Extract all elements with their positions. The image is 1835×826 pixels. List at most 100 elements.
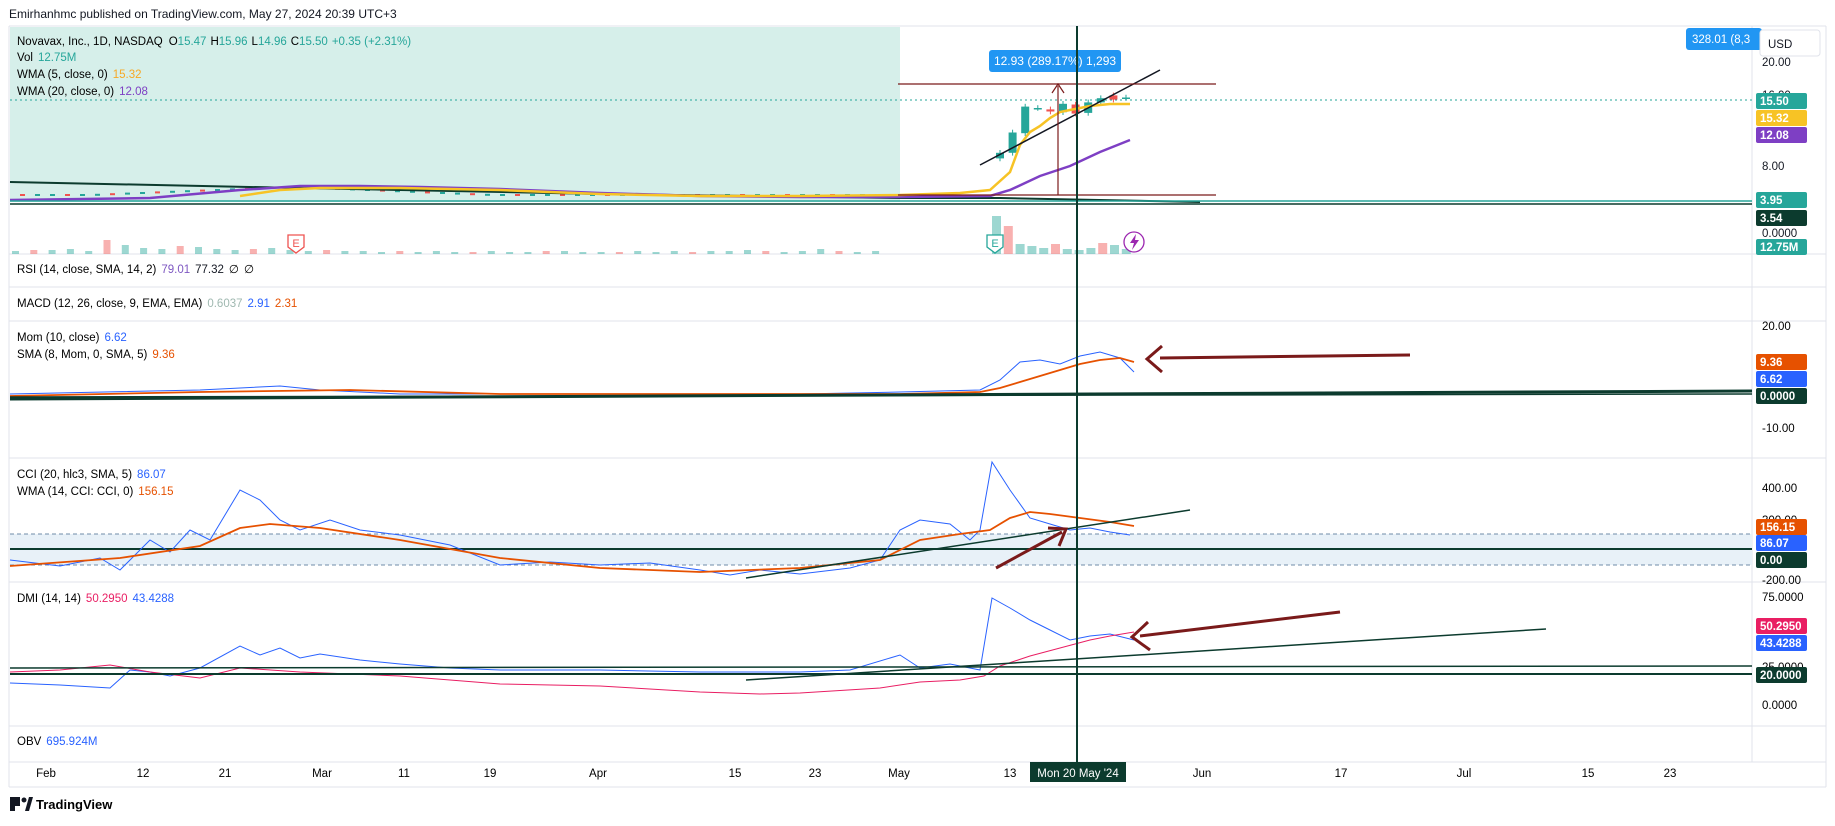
volume-bar bbox=[506, 252, 514, 254]
vol-label: Vol bbox=[17, 52, 33, 64]
volume-bar bbox=[231, 250, 239, 254]
measure-label-box bbox=[989, 50, 1121, 72]
cci-trendline bbox=[745, 509, 1191, 579]
axis-badge: 15.50 bbox=[1756, 93, 1807, 109]
volume-bar bbox=[396, 251, 404, 254]
dmi-arrowhead bbox=[1129, 620, 1151, 652]
candle bbox=[1008, 129, 1017, 156]
price-badges: 15.50 15.32 12.08 3.95 3.54 12.75M bbox=[1756, 93, 1807, 255]
obv-legend: OBV 695.924M bbox=[17, 736, 97, 748]
mom-zero-line bbox=[9, 393, 1753, 398]
candle-small bbox=[95, 193, 100, 196]
volume-bar bbox=[268, 248, 276, 254]
svg-text:-10.00: -10.00 bbox=[1762, 423, 1795, 435]
svg-text:0.00: 0.00 bbox=[1760, 555, 1782, 567]
candle bbox=[1033, 105, 1042, 111]
time-label: 15 bbox=[729, 768, 742, 780]
volume-bar bbox=[286, 250, 294, 254]
currency-button[interactable] bbox=[1759, 29, 1821, 57]
dmi-line-1 bbox=[9, 665, 1753, 669]
volume-bar bbox=[469, 252, 477, 254]
volume-bar bbox=[1074, 250, 1084, 254]
mom-arrowhead bbox=[1144, 344, 1163, 374]
candle bbox=[1021, 103, 1030, 136]
candle-small bbox=[575, 194, 580, 196]
candle-small bbox=[560, 194, 565, 196]
candle-small bbox=[455, 192, 460, 195]
cci-wma-line bbox=[9, 511, 1135, 573]
time-label: May bbox=[888, 768, 910, 780]
currency-label: USD bbox=[1768, 39, 1792, 51]
time-label: 23 bbox=[1664, 768, 1677, 780]
volume-bar bbox=[1015, 244, 1025, 254]
candle-small bbox=[155, 191, 160, 194]
volume-bar bbox=[158, 249, 166, 254]
volume-bar bbox=[634, 251, 642, 254]
time-label: Mar bbox=[312, 768, 332, 780]
lightning-icon[interactable] bbox=[1123, 231, 1145, 253]
svg-text:0.0000: 0.0000 bbox=[1762, 228, 1797, 240]
wma5-label: WMA (5, close, 0) bbox=[17, 69, 108, 81]
volume-bar bbox=[1110, 245, 1119, 254]
volume-bar bbox=[798, 251, 806, 254]
svg-text:E: E bbox=[991, 238, 998, 250]
candle-small bbox=[200, 189, 205, 192]
symbol-name: Novavax, Inc., 1D, NASDAQ bbox=[17, 36, 163, 48]
candle-small bbox=[35, 194, 40, 196]
volume-bar bbox=[30, 250, 38, 254]
svg-text:156.15: 156.15 bbox=[1760, 522, 1796, 534]
volume-bar bbox=[213, 249, 221, 254]
axis-badge: 9.36 bbox=[1756, 354, 1807, 370]
rsi-legend: RSI (14, close, SMA, 14, 2) 79.01 77.32 ∅ ∅ bbox=[17, 264, 254, 276]
svg-text:-200.00: -200.00 bbox=[1762, 575, 1801, 587]
top-badge: 328.01 (8,3 bbox=[1692, 34, 1750, 46]
cursor-date: Mon 20 May '24 bbox=[1037, 768, 1119, 780]
candle-small bbox=[50, 194, 55, 196]
candle-small bbox=[80, 194, 85, 196]
time-label: 13 bbox=[1004, 768, 1017, 780]
candle-small bbox=[500, 194, 505, 196]
earnings-marker-1[interactable]: E bbox=[287, 234, 305, 254]
axis-badge: 6.62 bbox=[1756, 371, 1807, 387]
cci-arrow bbox=[995, 530, 1063, 570]
indicator-badges: 9.36 6.62 0.0000 156.15 86.07 0.00 50.2950 43.4… bbox=[1756, 354, 1807, 683]
axis-badge: 15.32 bbox=[1756, 110, 1807, 126]
mom-line bbox=[9, 351, 1135, 395]
svg-text:8.00: 8.00 bbox=[1762, 161, 1784, 173]
macd-legend: MACD (12, 26, close, 9, EMA, EMA) 0.6037 2… bbox=[17, 298, 297, 310]
axis-badge: 156.15 bbox=[1756, 519, 1807, 535]
volume-bar bbox=[597, 252, 605, 254]
time-label: Jun bbox=[1193, 768, 1212, 780]
svg-text:3.95: 3.95 bbox=[1760, 195, 1783, 207]
top-badge-bg bbox=[1686, 28, 1762, 50]
volume-bar bbox=[304, 251, 312, 254]
time-label: Jul bbox=[1457, 768, 1472, 780]
volume-bar bbox=[103, 240, 111, 254]
earnings-marker-2[interactable]: E bbox=[986, 234, 1004, 254]
candle-small bbox=[20, 194, 25, 196]
candle-small bbox=[170, 190, 175, 193]
publish-info: Emirhanhmc published on TradingView.com,… bbox=[9, 7, 397, 21]
candle bbox=[1122, 94, 1130, 101]
time-label: 17 bbox=[1335, 768, 1348, 780]
volume-bar bbox=[744, 250, 751, 254]
candle bbox=[1046, 106, 1055, 115]
volume-bar bbox=[725, 251, 733, 254]
volume-bar bbox=[1051, 244, 1060, 254]
time-label: 12 bbox=[137, 768, 150, 780]
candle-small bbox=[440, 192, 445, 194]
volume-bar bbox=[12, 251, 19, 254]
candle-small bbox=[485, 193, 490, 196]
volume-bar bbox=[1003, 226, 1013, 254]
volume-bar bbox=[561, 251, 568, 254]
price-legend: Novavax, Inc., 1D, NASDAQ O15.47 H15.96 L14… bbox=[17, 36, 411, 98]
candle-small bbox=[590, 194, 595, 196]
volume-bar bbox=[1086, 248, 1096, 254]
tradingview-logo-icon bbox=[10, 797, 33, 811]
svg-text:15.50: 15.50 bbox=[1760, 96, 1789, 108]
svg-text:86.07: 86.07 bbox=[1760, 538, 1789, 550]
volume-bar bbox=[341, 251, 349, 254]
volume-bar bbox=[835, 251, 843, 254]
